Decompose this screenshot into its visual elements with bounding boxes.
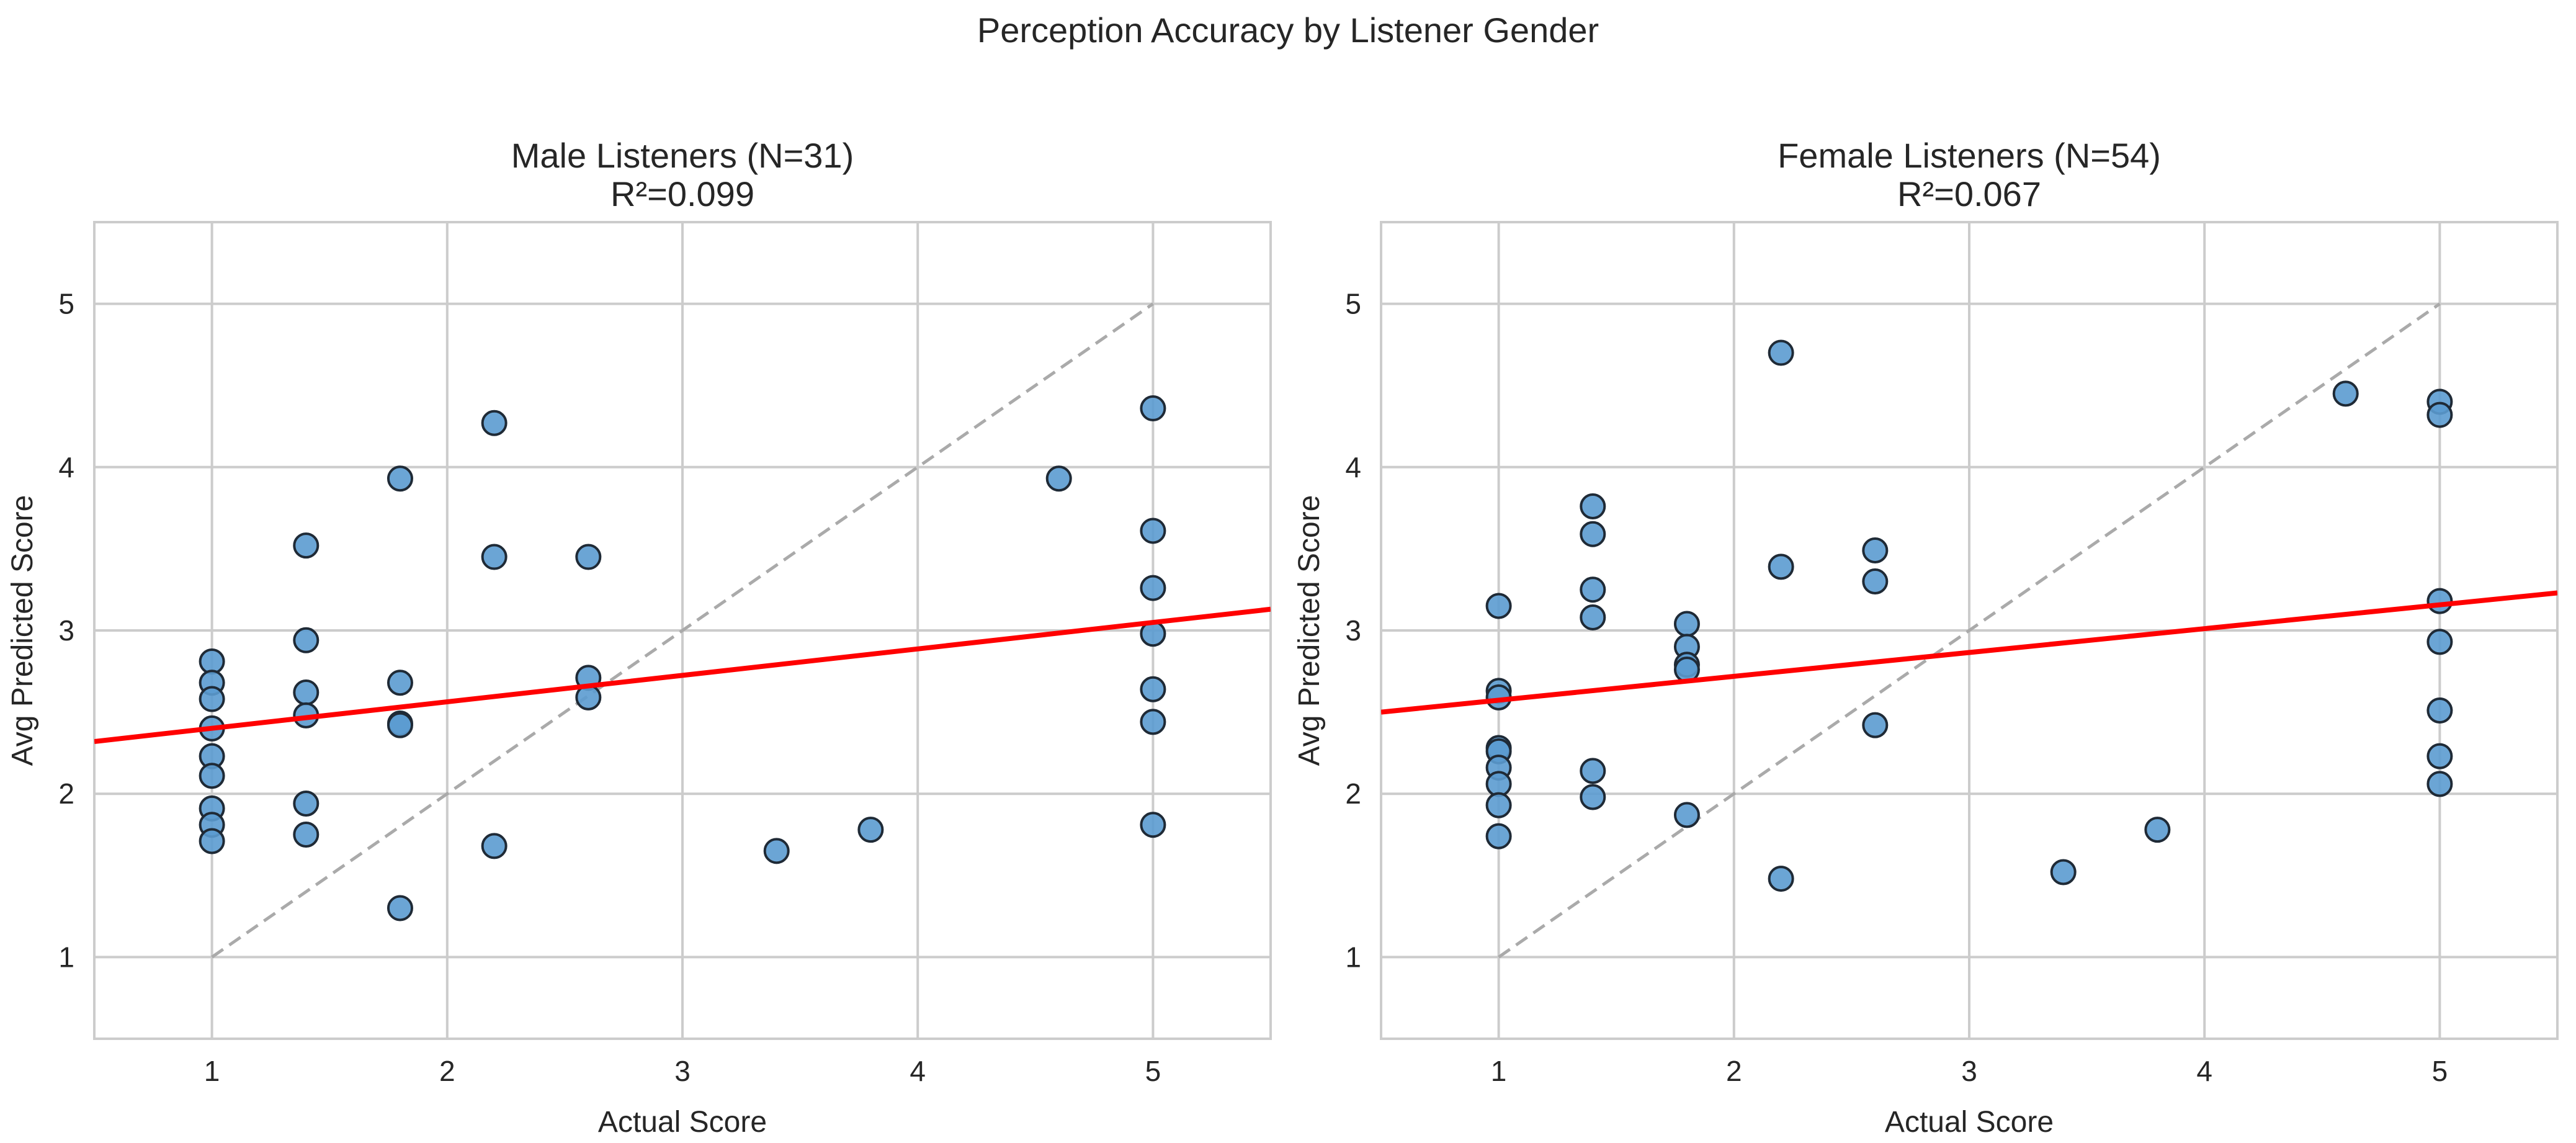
x-tick-label: 3 bbox=[674, 1055, 691, 1087]
data-point bbox=[481, 544, 508, 570]
data-point bbox=[1140, 575, 1166, 601]
data-point bbox=[2050, 859, 2077, 885]
data-point bbox=[2426, 743, 2453, 769]
data-point bbox=[2332, 380, 2359, 407]
panel-title: Female Listeners (N=54) bbox=[1778, 136, 2161, 175]
data-point bbox=[387, 465, 413, 492]
y-axis-label: Avg Predicted Score bbox=[1293, 495, 1326, 766]
panel-male: Male Listeners (N=31)R²=0.099 1 2 3 4 5 1 2 3 4 5 A… bbox=[6, 136, 1272, 1139]
data-point bbox=[199, 763, 225, 789]
figure-suptitle: Perception Accuracy by Listener Gender bbox=[977, 11, 1599, 50]
data-point bbox=[199, 686, 225, 712]
regression-line bbox=[1381, 590, 2557, 715]
data-point bbox=[575, 544, 602, 570]
data-point bbox=[481, 410, 508, 436]
x-tick-label: 1 bbox=[1491, 1055, 1507, 1087]
data-point bbox=[1140, 812, 1166, 838]
data-point bbox=[1862, 568, 1889, 595]
data-point bbox=[1485, 792, 1512, 818]
x-tick-label: 1 bbox=[204, 1055, 220, 1087]
data-point bbox=[1485, 593, 1512, 619]
x-tick-label: 4 bbox=[2196, 1055, 2212, 1087]
x-axis-label: Actual Score bbox=[1885, 1106, 2054, 1139]
data-point bbox=[1045, 465, 1072, 492]
data-point bbox=[1768, 339, 1794, 366]
data-point bbox=[1580, 784, 1606, 810]
data-point bbox=[1862, 712, 1889, 738]
y-tick-label: 5 bbox=[1345, 288, 1361, 320]
panel-female: Female Listeners (N=54)R²=0.067 1 2 3 4 5 1 2 3 4… bbox=[1293, 136, 2559, 1139]
y-tick-label: 2 bbox=[58, 778, 74, 810]
axes-frame bbox=[1380, 221, 2559, 1040]
data-point bbox=[1580, 493, 1606, 519]
y-tick-label: 3 bbox=[58, 614, 74, 647]
data-point bbox=[1485, 823, 1512, 849]
data-point bbox=[387, 895, 413, 921]
data-point bbox=[1673, 802, 1700, 828]
data-point bbox=[2426, 697, 2453, 724]
data-point bbox=[1140, 395, 1166, 422]
data-point bbox=[293, 822, 320, 848]
data-point bbox=[763, 838, 790, 864]
data-point bbox=[293, 679, 320, 706]
data-point bbox=[2426, 629, 2453, 655]
data-point bbox=[1140, 676, 1166, 702]
data-point bbox=[1580, 604, 1606, 630]
data-point bbox=[1673, 611, 1700, 637]
x-tick-label: 4 bbox=[910, 1055, 926, 1087]
data-point bbox=[2144, 817, 2171, 843]
data-point bbox=[1140, 709, 1166, 735]
data-point bbox=[1580, 521, 1606, 547]
data-point bbox=[293, 627, 320, 653]
y-tick-label: 1 bbox=[1345, 941, 1361, 973]
y-tick-label: 5 bbox=[58, 288, 74, 320]
y-axis-label: Avg Predicted Score bbox=[6, 495, 39, 766]
x-axis-label: Actual Score bbox=[598, 1106, 767, 1139]
data-point bbox=[1140, 518, 1166, 544]
panel-subtitle: R²=0.099 bbox=[610, 174, 754, 213]
data-point bbox=[857, 817, 884, 843]
axes-frame bbox=[93, 221, 1272, 1040]
x-tick-label: 2 bbox=[439, 1055, 455, 1087]
data-point bbox=[1862, 537, 1889, 564]
y-tick-label: 4 bbox=[58, 451, 74, 483]
panel-subtitle: R²=0.067 bbox=[1897, 174, 2041, 213]
data-point bbox=[2426, 771, 2453, 797]
data-point bbox=[1768, 866, 1794, 892]
y-tick-label: 3 bbox=[1345, 614, 1361, 647]
data-point bbox=[1580, 758, 1606, 784]
y-tick-label: 4 bbox=[1345, 451, 1361, 483]
y-tick-label: 2 bbox=[1345, 778, 1361, 810]
y-tick-label: 1 bbox=[58, 941, 74, 973]
data-point bbox=[1768, 554, 1794, 580]
identity-line bbox=[211, 302, 1154, 959]
x-tick-label: 3 bbox=[1961, 1055, 1977, 1087]
data-point bbox=[2426, 401, 2453, 428]
data-point bbox=[293, 790, 320, 817]
data-point bbox=[199, 828, 225, 854]
data-point bbox=[481, 833, 508, 859]
data-point bbox=[1580, 576, 1606, 603]
identity-line bbox=[1498, 302, 2441, 959]
x-tick-label: 5 bbox=[1145, 1055, 1161, 1087]
data-point bbox=[293, 532, 320, 559]
x-tick-label: 2 bbox=[1726, 1055, 1742, 1087]
data-point bbox=[387, 670, 413, 696]
x-tick-label: 5 bbox=[2432, 1055, 2448, 1087]
regression-line bbox=[94, 606, 1271, 744]
panel-title: Male Listeners (N=31) bbox=[511, 136, 854, 175]
data-point bbox=[2426, 588, 2453, 614]
data-point bbox=[387, 712, 413, 738]
